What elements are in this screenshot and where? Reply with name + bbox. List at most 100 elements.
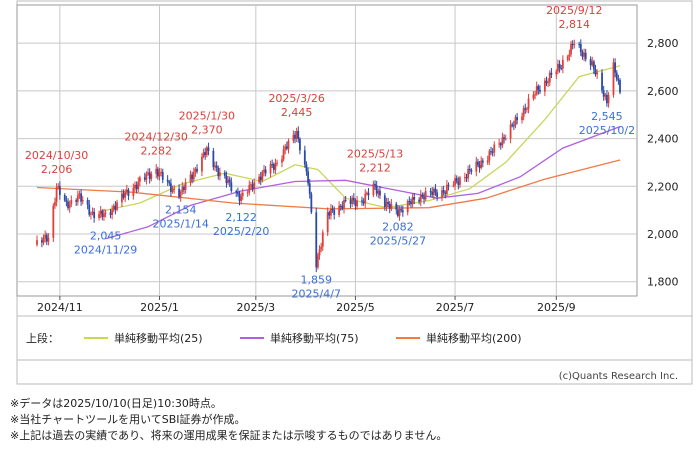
candle-body xyxy=(238,194,241,202)
candle-body xyxy=(285,146,288,149)
candle-body xyxy=(537,86,540,90)
candle-body xyxy=(88,204,91,215)
candle-body xyxy=(619,80,621,93)
candle-body xyxy=(547,82,550,84)
candle-body xyxy=(40,240,43,243)
candle-body xyxy=(387,201,390,204)
candle-body xyxy=(339,205,342,207)
candle-body xyxy=(447,184,450,186)
candle-body xyxy=(465,177,468,179)
candle-body xyxy=(432,188,435,195)
candle-body xyxy=(214,165,216,168)
candle-body xyxy=(111,209,114,215)
note-line: ※当社チャートツールを用いてSBI証券が作成。 xyxy=(10,413,246,426)
candle-body xyxy=(395,203,398,210)
candle-body xyxy=(511,124,514,126)
candle-body xyxy=(166,179,169,182)
candle-body xyxy=(168,181,171,184)
candle-body xyxy=(89,213,92,215)
candle-body xyxy=(501,137,504,146)
candle-body xyxy=(493,144,496,153)
low-date-label: 2025/1/14 xyxy=(153,217,209,230)
candle-body xyxy=(535,86,538,95)
candle-body xyxy=(454,178,456,186)
legend-prefix: 上段： xyxy=(26,331,59,345)
candle-body xyxy=(361,200,363,202)
candle-body xyxy=(272,164,275,170)
candle-body xyxy=(330,208,332,216)
candle-body xyxy=(499,143,502,146)
candle-body xyxy=(212,150,215,168)
low-value-label: 1,859 xyxy=(301,274,333,287)
candle-body xyxy=(548,72,551,83)
x-tick-label: 2025/1 xyxy=(140,301,179,314)
candle-body xyxy=(375,185,378,194)
candle-body xyxy=(408,201,411,203)
candle-body xyxy=(512,125,515,127)
candle-body xyxy=(579,44,582,53)
candle-body xyxy=(573,43,576,46)
candle-body xyxy=(555,71,558,75)
y-tick-label: 2,200 xyxy=(647,180,679,193)
x-tick-label: 2025/3 xyxy=(236,301,275,314)
candle-body xyxy=(76,195,79,202)
candle-body xyxy=(352,197,355,201)
candle-body xyxy=(91,211,94,214)
candle-body xyxy=(607,94,610,104)
candle-body xyxy=(98,213,100,219)
candle-body xyxy=(223,172,226,176)
low-value-label: 2,154 xyxy=(165,203,197,216)
candle-body xyxy=(367,192,370,196)
candle-body xyxy=(543,80,546,92)
candle-body xyxy=(503,137,505,139)
candle-body xyxy=(365,192,368,194)
candle-body xyxy=(261,171,264,181)
moving-average-line xyxy=(36,159,621,210)
candle-body xyxy=(124,191,127,198)
candle-body xyxy=(526,108,528,110)
candle-body xyxy=(445,184,448,194)
candle-body xyxy=(138,177,141,182)
candle-body xyxy=(333,209,336,215)
candle-body xyxy=(514,117,517,126)
candle-body xyxy=(343,199,345,209)
candle-body xyxy=(321,232,324,247)
candle-body xyxy=(470,170,473,172)
candle-body xyxy=(351,197,354,204)
candle-body xyxy=(235,191,238,193)
candle-body xyxy=(55,187,58,202)
x-tick-label: 2025/7 xyxy=(436,301,475,314)
candle-body xyxy=(109,212,112,215)
candle-body xyxy=(121,193,123,203)
candle-body xyxy=(258,176,260,183)
candle-body xyxy=(398,209,401,217)
y-tick-label: 2,800 xyxy=(647,37,679,50)
high-date-label: 2025/1/30 xyxy=(179,110,235,123)
candle-body xyxy=(248,185,251,193)
candle-body xyxy=(423,196,425,200)
candle-body xyxy=(259,176,262,181)
low-value-label: 2,545 xyxy=(591,110,623,123)
candle-body xyxy=(374,183,376,186)
candle-body xyxy=(305,164,308,172)
candle-body xyxy=(63,194,66,201)
credit-text: (c)Quants Research Inc. xyxy=(558,371,678,382)
high-date-label: 2024/10/30 xyxy=(25,149,88,162)
candle-body xyxy=(372,183,375,196)
legend-box xyxy=(16,315,693,361)
candle-body xyxy=(522,108,525,117)
candle-body xyxy=(480,160,483,168)
candle-body xyxy=(263,169,265,172)
candle-body xyxy=(308,183,311,194)
candle-body xyxy=(498,143,501,145)
candle-body xyxy=(145,174,148,180)
candle-body xyxy=(264,169,267,174)
candle-body xyxy=(401,210,404,213)
candle-body xyxy=(307,171,309,184)
candle-body xyxy=(122,193,125,198)
candle-body xyxy=(385,201,388,208)
candle-body xyxy=(566,56,569,60)
candle-body xyxy=(604,94,607,97)
candle-body xyxy=(315,212,318,268)
